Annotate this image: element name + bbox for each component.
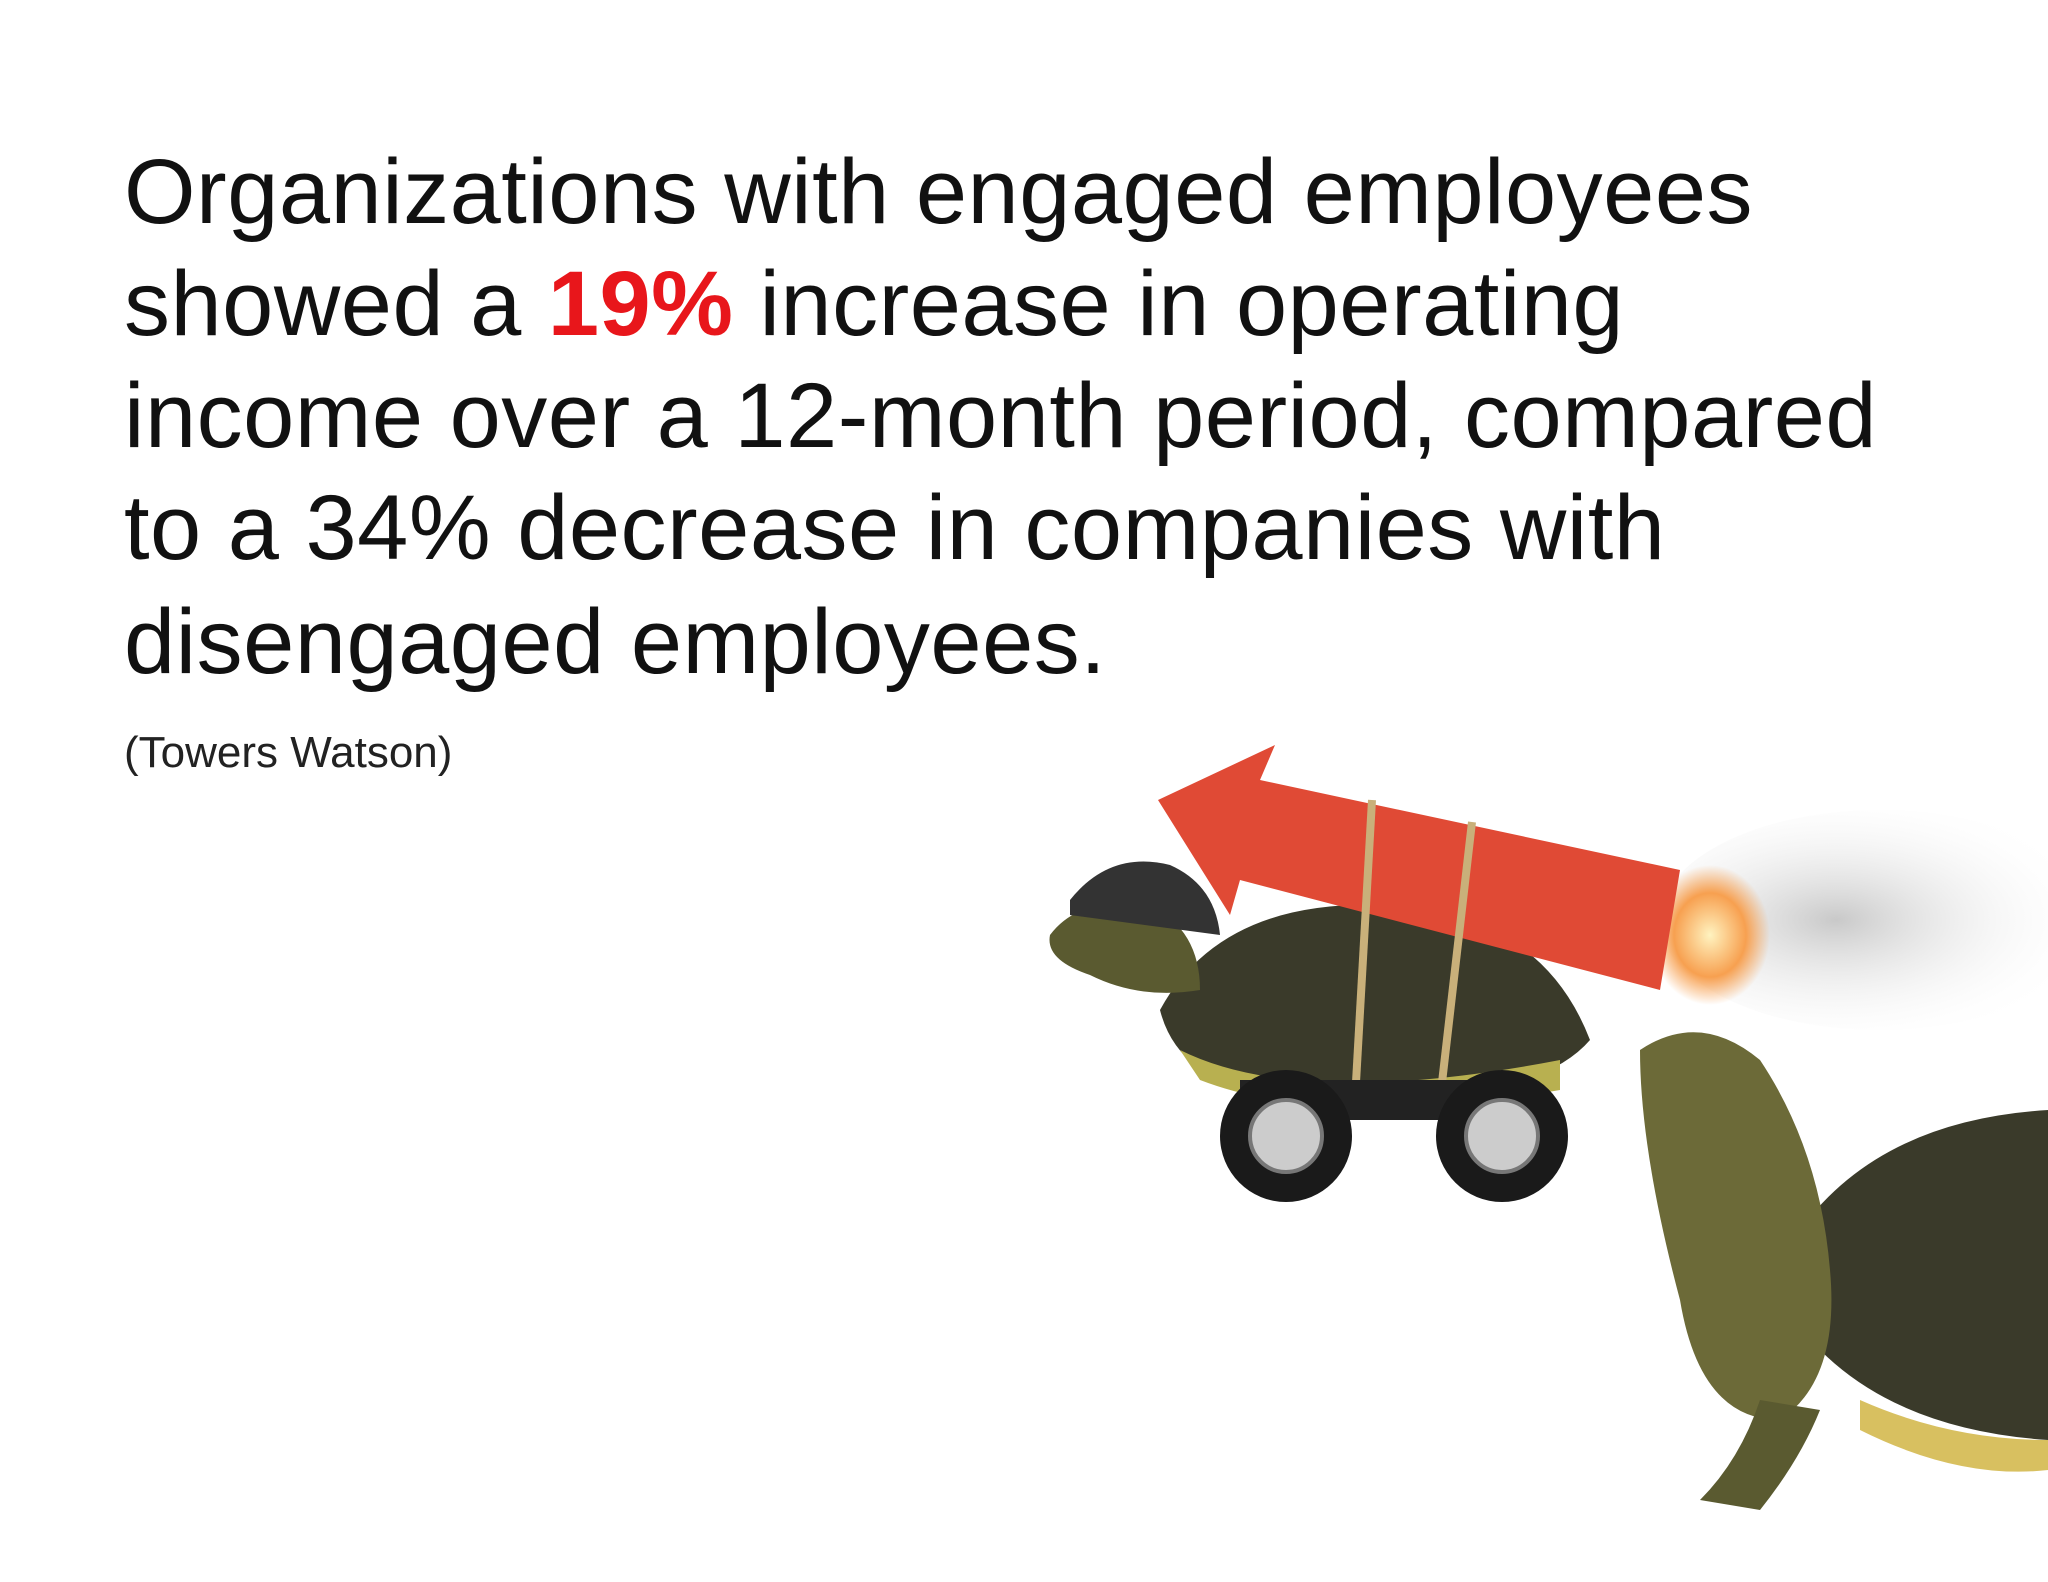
flame bbox=[1650, 865, 1770, 1005]
statement-line: to a 34% decrease in companies with bbox=[124, 477, 1666, 579]
shell bbox=[1160, 904, 1590, 1102]
rocket bbox=[1158, 745, 1680, 990]
leg bbox=[1700, 1400, 1820, 1510]
rubber-band bbox=[1351, 799, 1376, 1101]
hub bbox=[1464, 1098, 1540, 1174]
hub bbox=[1248, 1098, 1324, 1174]
shell bbox=[1800, 1110, 2048, 1440]
statement-line: showed a 19% increase in operating bbox=[124, 252, 1624, 357]
statement-line: disengaged employees. bbox=[124, 591, 1107, 693]
highlight: 19% bbox=[547, 253, 734, 355]
text: showed a bbox=[124, 253, 522, 355]
statement-line: income over a 12-month period, compared bbox=[124, 365, 1878, 467]
source: (Towers Watson) bbox=[124, 728, 453, 777]
neck bbox=[1640, 1032, 1832, 1420]
belly bbox=[1860, 1400, 2048, 1472]
statement-line: Organizations with engaged employees bbox=[124, 141, 1753, 243]
helmet bbox=[1070, 861, 1220, 935]
rubber-band bbox=[1436, 821, 1476, 1101]
text: increase in operating bbox=[759, 253, 1625, 355]
